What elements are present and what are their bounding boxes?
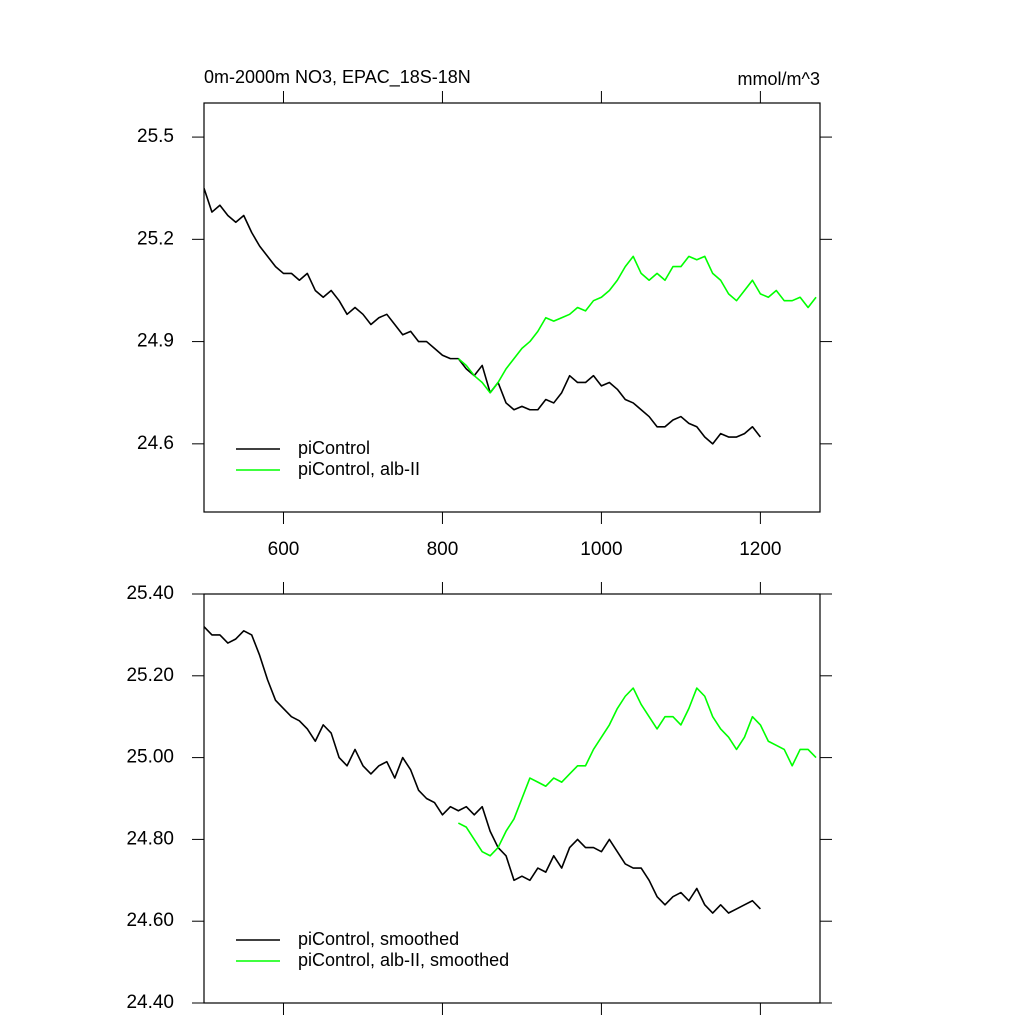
y-tick-label: 24.40 [126,992,174,1013]
y-tick-label: 24.80 [126,828,174,849]
y-tick-label: 24.60 [126,910,174,931]
x-tick-label: 600 [268,539,300,560]
chart-title: 0m-2000m NO3, EPAC_18S-18N [204,67,471,88]
series-line [204,187,762,445]
legend-label: piControl [298,438,370,458]
series-line [204,626,761,914]
y-tick-label: 25.40 [126,583,174,604]
plot-area [204,187,817,445]
y-tick-label: 24.9 [137,331,174,352]
legend-label: piControl, smoothed [298,929,459,949]
y-tick-label: 25.00 [126,747,174,768]
series-line [457,255,817,394]
legend-label: piControl, alb-II, smoothed [298,950,509,970]
plot-frame [203,593,821,1004]
units-label: mmol/m^3 [738,69,820,89]
x-tick-label: 1200 [739,539,781,560]
y-tick-label: 25.2 [137,228,174,249]
x-tick-label: 1000 [580,539,622,560]
x-tick-label: 800 [427,539,459,560]
plot-frame [203,102,821,513]
legend-label: piControl, alb-II [298,459,420,479]
y-tick-label: 25.5 [137,126,174,147]
series-line [457,687,817,857]
y-tick-label: 24.6 [137,433,174,454]
plot-area [204,626,817,914]
y-tick-label: 25.20 [126,665,174,686]
